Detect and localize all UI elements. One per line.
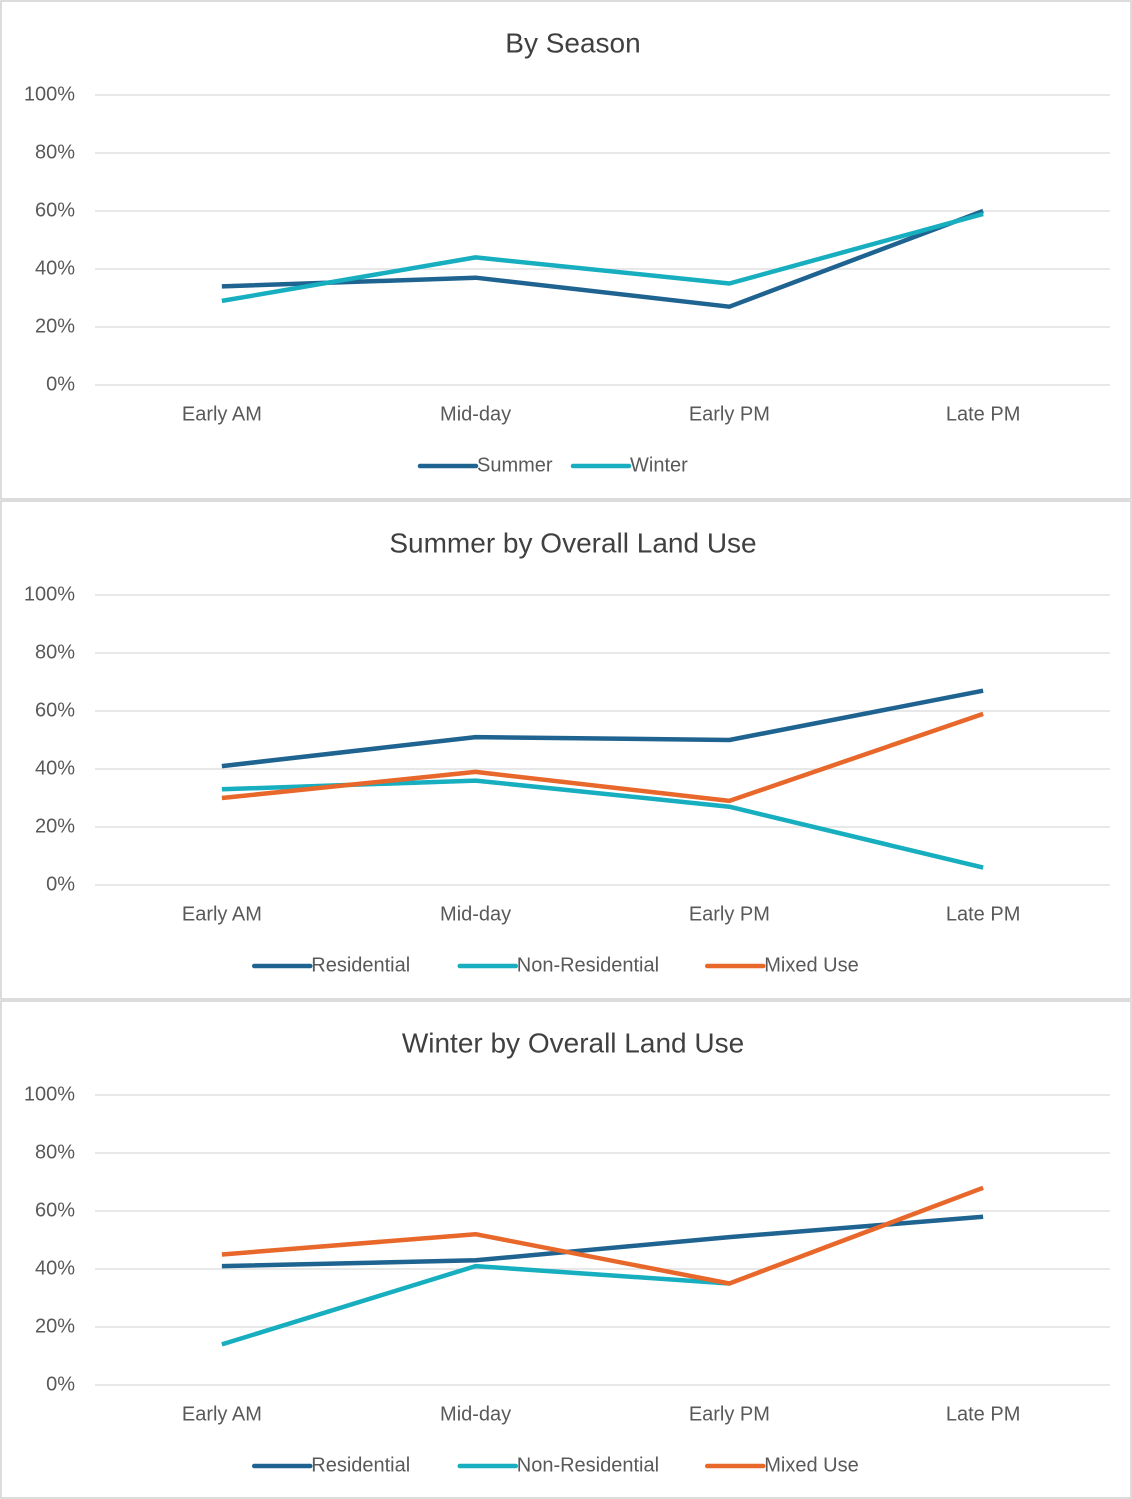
series-line [221, 211, 984, 304]
y-tick-label: 40% [35, 757, 75, 779]
series-line [221, 1263, 730, 1347]
series-line [221, 1214, 984, 1269]
y-tick-label: 60% [35, 199, 75, 221]
y-tick-label: 0% [46, 1373, 75, 1395]
series-line [221, 208, 984, 309]
y-tick-label: 0% [46, 873, 75, 895]
x-tick-label: Mid-day [440, 1403, 511, 1425]
legend-label: Residential [311, 954, 410, 976]
y-tick-label: 80% [35, 1141, 75, 1163]
legend: Summer Winter [417, 454, 688, 476]
chart-title: Winter by Overall Land Use [402, 1027, 744, 1058]
series-line [221, 1185, 984, 1286]
y-tick-label: 0% [46, 373, 75, 395]
legend: Residential Non-Residential Mixed Use [252, 1454, 859, 1476]
series-line [221, 711, 984, 804]
chart-panel: Winter by Overall Land Use 0% 20% 40% 60% 80%… [0, 1000, 1132, 1499]
legend-label: Mixed Use [764, 1454, 858, 1476]
y-tick-label: 60% [35, 1199, 75, 1221]
x-tick-label: Early PM [689, 1403, 770, 1425]
chart-title: Summer by Overall Land Use [389, 527, 756, 558]
panel-border [0, 500, 1132, 1000]
legend-label: Winter [630, 454, 688, 476]
x-tick-label: Early AM [182, 1403, 262, 1425]
legend: Residential Non-Residential Mixed Use [252, 954, 859, 976]
y-tick-label: 60% [35, 699, 75, 721]
x-tick-label: Late PM [946, 403, 1020, 425]
y-tick-label: 100% [24, 1083, 75, 1105]
y-tick-label: 80% [35, 641, 75, 663]
x-tick-label: Early AM [182, 903, 262, 925]
x-tick-label: Early PM [689, 403, 770, 425]
legend-label: Mixed Use [764, 954, 858, 976]
chart-title: By Season [505, 27, 640, 58]
chart-panel: By Season 0% 20% 40% 60% 80% 100% Early AM Mid-d… [0, 0, 1132, 500]
panel-border [0, 0, 1132, 500]
legend-label: Residential [311, 1454, 410, 1476]
x-tick-label: Late PM [946, 1403, 1020, 1425]
legend-label: Non-Residential [517, 954, 659, 976]
y-tick-label: 20% [35, 1315, 75, 1337]
chart-panel: Summer by Overall Land Use 0% 20% 40% 60% 80%… [0, 500, 1132, 1000]
x-tick-label: Early AM [182, 403, 262, 425]
y-tick-label: 40% [35, 1257, 75, 1279]
y-tick-label: 100% [24, 583, 75, 605]
x-tick-label: Mid-day [440, 403, 511, 425]
y-tick-label: 80% [35, 141, 75, 163]
x-tick-label: Late PM [946, 903, 1020, 925]
y-tick-label: 20% [35, 815, 75, 837]
x-tick-label: Mid-day [440, 903, 511, 925]
series-line [221, 688, 984, 769]
y-tick-label: 40% [35, 257, 75, 279]
y-tick-label: 100% [24, 83, 75, 105]
legend-label: Non-Residential [517, 1454, 659, 1476]
y-tick-label: 20% [35, 315, 75, 337]
legend-label: Summer [477, 454, 553, 476]
x-tick-label: Early PM [689, 903, 770, 925]
